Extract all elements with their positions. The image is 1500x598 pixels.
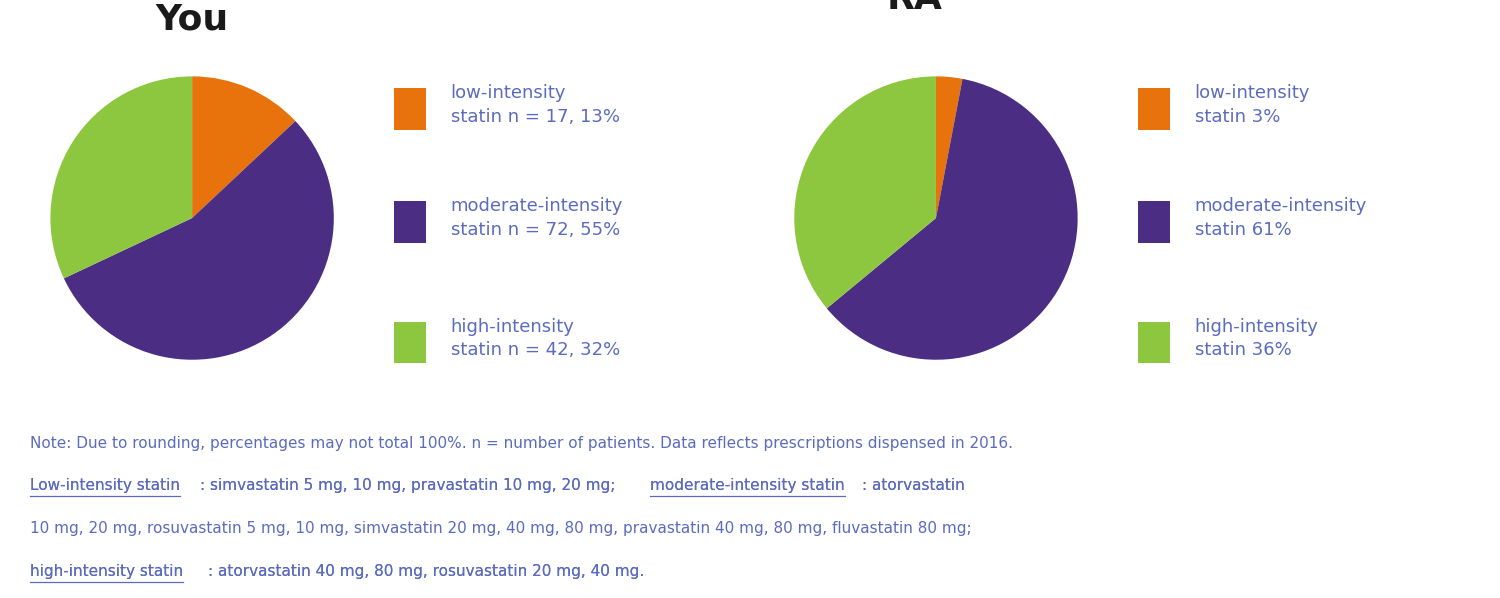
Wedge shape bbox=[827, 79, 1077, 360]
Title: You: You bbox=[156, 3, 228, 37]
FancyBboxPatch shape bbox=[1138, 89, 1170, 130]
Text: : atorvastatin 40 mg, 80 mg, rosuvastatin 20 mg, 40 mg.: : atorvastatin 40 mg, 80 mg, rosuvastati… bbox=[209, 564, 645, 579]
Wedge shape bbox=[936, 77, 963, 218]
Text: moderate-intensity statin: moderate-intensity statin bbox=[650, 478, 844, 493]
Wedge shape bbox=[51, 77, 192, 279]
FancyBboxPatch shape bbox=[394, 201, 426, 243]
Text: moderate-intensity
statin n = 72, 55%: moderate-intensity statin n = 72, 55% bbox=[450, 197, 622, 239]
Wedge shape bbox=[795, 77, 936, 309]
Text: : atorvastatin: : atorvastatin bbox=[862, 478, 964, 493]
FancyBboxPatch shape bbox=[1138, 322, 1170, 363]
Text: high-intensity
statin n = 42, 32%: high-intensity statin n = 42, 32% bbox=[450, 318, 620, 359]
Text: : atorvastatin 40 mg, 80 mg, rosuvastatin 20 mg, 40 mg.: : atorvastatin 40 mg, 80 mg, rosuvastati… bbox=[209, 564, 645, 579]
Text: moderate-intensity
statin 61%: moderate-intensity statin 61% bbox=[1194, 197, 1366, 239]
Text: Low-intensity statin: Low-intensity statin bbox=[30, 478, 180, 493]
Text: : simvastatin 5 mg, 10 mg, pravastatin 10 mg, 20 mg;: : simvastatin 5 mg, 10 mg, pravastatin 1… bbox=[200, 478, 620, 493]
Text: Note: Due to rounding, percentages may not total 100%. n = number of patients. D: Note: Due to rounding, percentages may n… bbox=[30, 435, 1012, 450]
Text: : atorvastatin: : atorvastatin bbox=[862, 478, 964, 493]
Text: high-intensity statin: high-intensity statin bbox=[30, 564, 183, 579]
Text: low-intensity
statin 3%: low-intensity statin 3% bbox=[1194, 84, 1310, 126]
Text: b: b bbox=[950, 0, 963, 4]
Text: moderate-intensity statin: moderate-intensity statin bbox=[650, 478, 844, 493]
Text: low-intensity
statin n = 17, 13%: low-intensity statin n = 17, 13% bbox=[450, 84, 620, 126]
Text: RA: RA bbox=[886, 0, 942, 16]
FancyBboxPatch shape bbox=[394, 89, 426, 130]
Text: : simvastatin 5 mg, 10 mg, pravastatin 10 mg, 20 mg;: : simvastatin 5 mg, 10 mg, pravastatin 1… bbox=[200, 478, 620, 493]
Text: 10 mg, 20 mg, rosuvastatin 5 mg, 10 mg, simvastatin 20 mg, 40 mg, 80 mg, pravast: 10 mg, 20 mg, rosuvastatin 5 mg, 10 mg, … bbox=[30, 521, 972, 536]
Wedge shape bbox=[192, 77, 296, 218]
Text: Low-intensity statin: Low-intensity statin bbox=[30, 478, 180, 493]
FancyBboxPatch shape bbox=[394, 322, 426, 363]
FancyBboxPatch shape bbox=[1138, 201, 1170, 243]
Wedge shape bbox=[64, 121, 334, 360]
Text: high-intensity statin: high-intensity statin bbox=[30, 564, 183, 579]
Text: high-intensity
statin 36%: high-intensity statin 36% bbox=[1194, 318, 1318, 359]
